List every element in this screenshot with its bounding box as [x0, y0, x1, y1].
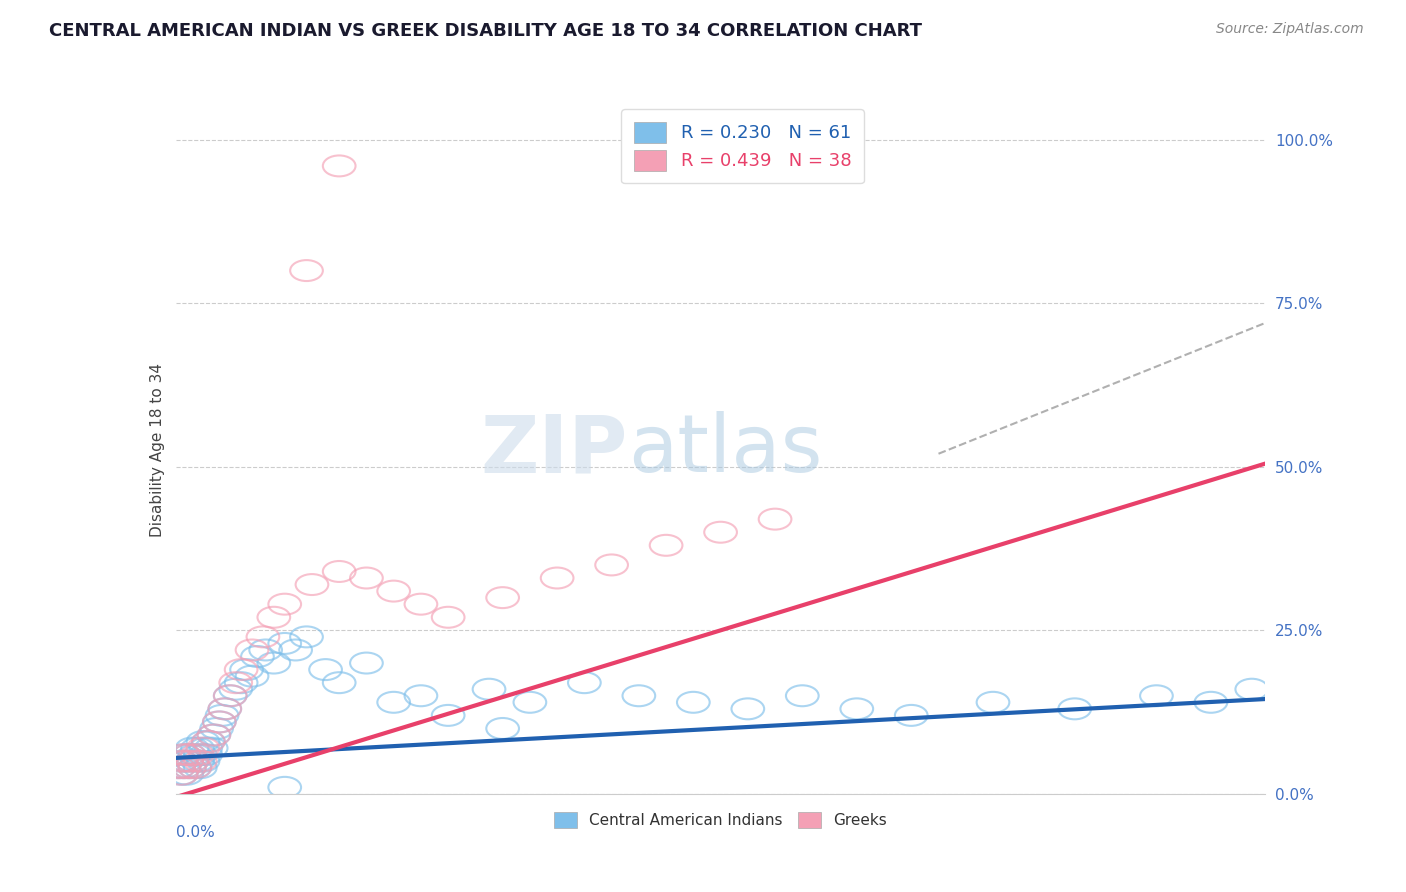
Y-axis label: Disability Age 18 to 34: Disability Age 18 to 34 [149, 363, 165, 538]
Text: ZIP: ZIP [481, 411, 628, 490]
Text: 0.0%: 0.0% [176, 825, 215, 839]
Text: Source: ZipAtlas.com: Source: ZipAtlas.com [1216, 22, 1364, 37]
Text: atlas: atlas [628, 411, 823, 490]
Text: CENTRAL AMERICAN INDIAN VS GREEK DISABILITY AGE 18 TO 34 CORRELATION CHART: CENTRAL AMERICAN INDIAN VS GREEK DISABIL… [49, 22, 922, 40]
Legend: Central American Indians, Greeks: Central American Indians, Greeks [548, 806, 893, 834]
